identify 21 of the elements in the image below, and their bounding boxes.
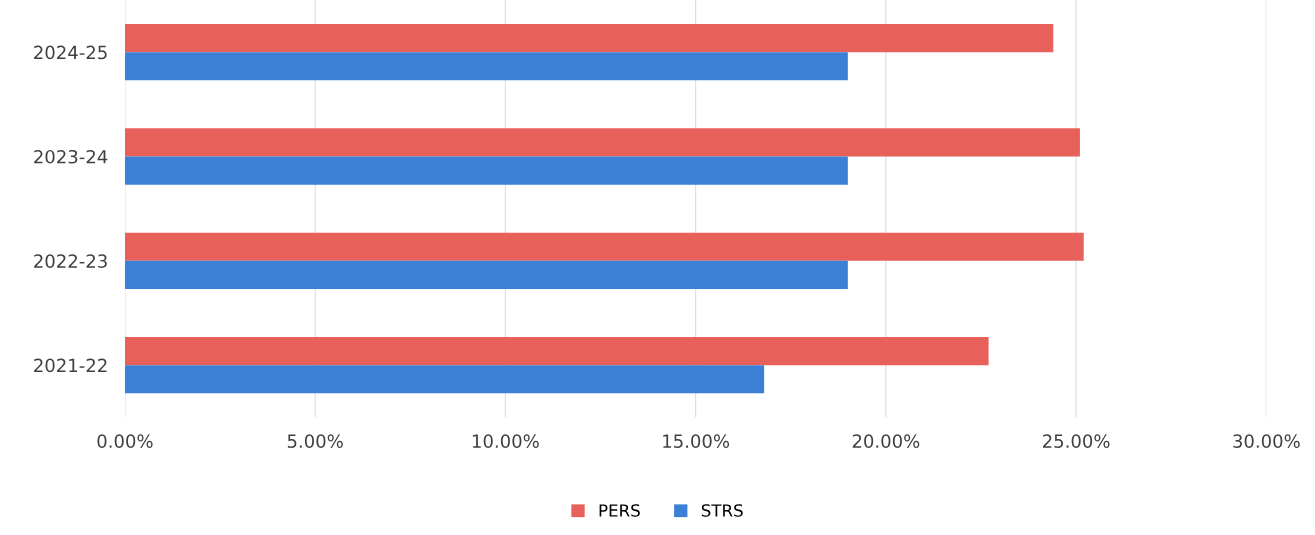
x-tick-label: 5.00% <box>287 434 343 448</box>
x-tick-label: 30.00% <box>1233 434 1300 448</box>
bar <box>124 52 848 81</box>
bar <box>124 260 848 289</box>
bar <box>124 128 1080 157</box>
x-tick-label: 15.00% <box>663 434 730 448</box>
legend-label: PERS <box>599 504 640 517</box>
x-tick-label: 20.00% <box>852 434 920 448</box>
y-tick-label: 2023-24 <box>34 149 108 164</box>
bar <box>124 365 765 394</box>
x-tick-label: 0.00% <box>97 434 153 448</box>
y-tick-label: 2021-22 <box>34 358 107 373</box>
x-tick-label: 25.00% <box>1043 434 1110 448</box>
legend-label: STRS <box>701 504 743 517</box>
y-tick-label: 2022-23 <box>34 254 107 268</box>
bar <box>124 156 848 185</box>
bar <box>124 336 989 366</box>
bar <box>124 23 1054 53</box>
bar <box>124 232 1084 261</box>
x-tick-label: 10.00% <box>472 434 539 448</box>
y-tick-label: 2024-25 <box>34 45 107 60</box>
